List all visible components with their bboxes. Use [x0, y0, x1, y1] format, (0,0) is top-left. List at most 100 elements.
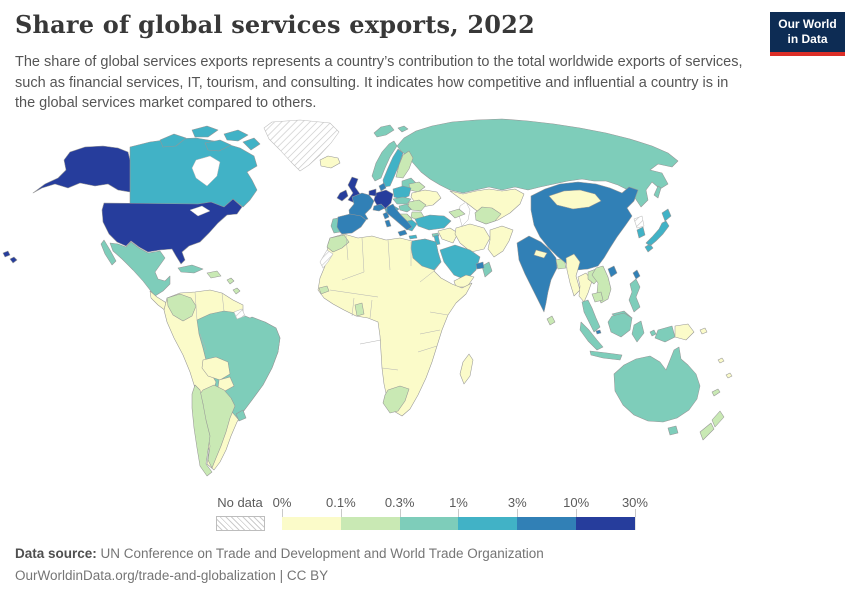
country-caribbean[interactable] [226, 277, 241, 295]
legend-tick-mark [282, 509, 283, 517]
country-norway[interactable] [371, 140, 398, 182]
country-romania[interactable] [407, 199, 427, 212]
country-taiwan[interactable] [632, 269, 641, 280]
legend-bin-10%-30%[interactable] [576, 517, 636, 530]
country-arctic-islands[interactable] [159, 125, 261, 152]
footer-license-link[interactable]: OurWorldinData.org/trade-and-globalizati… [15, 567, 329, 583]
country-afghanistan-pakistan[interactable] [487, 225, 514, 258]
country-colombia[interactable] [166, 293, 197, 322]
country-oman[interactable] [481, 261, 493, 278]
country-thailand[interactable] [577, 272, 593, 303]
legend-bin-0.1%-0.3%[interactable] [340, 517, 401, 530]
hudson-bay [191, 155, 221, 187]
country-uzbekistan[interactable] [474, 206, 502, 225]
legend-bin-3%-10%[interactable] [517, 517, 578, 530]
legend-bin-0.3%-1%[interactable] [399, 517, 460, 530]
country-india[interactable] [516, 235, 558, 313]
country-spain[interactable] [335, 213, 367, 235]
country-australia[interactable] [613, 346, 701, 436]
country-alaska[interactable] [32, 145, 131, 194]
country-iran[interactable] [454, 223, 491, 253]
country-kazakhstan[interactable] [449, 188, 525, 225]
country-papua-new-guinea[interactable] [674, 323, 708, 341]
map-legend: No data 0% 0.1% 0.3% 1% 3% 10% 30% [215, 494, 665, 534]
country-uae[interactable] [475, 261, 485, 270]
country-bolivia[interactable] [201, 356, 231, 381]
country-united-states[interactable] [101, 198, 243, 265]
country-cuba[interactable] [177, 264, 204, 274]
country-mongolia[interactable] [548, 189, 602, 210]
legend-tick-label: 1% [449, 495, 468, 510]
owid-logo-line1: Our World [778, 17, 837, 31]
country-cambodia[interactable] [591, 291, 604, 303]
country-south-africa[interactable] [382, 385, 410, 414]
footer-source-line: Data source: UN Conference on Trade and … [15, 543, 715, 565]
country-new-caledonia[interactable] [711, 388, 721, 397]
legend-tick-label: 0.3% [384, 495, 415, 510]
country-russia[interactable] [396, 118, 679, 208]
legend-no-data-swatch[interactable] [216, 516, 265, 531]
legend-bin-1%-3%[interactable] [458, 517, 519, 530]
country-chile[interactable] [191, 384, 213, 477]
country-hispaniola[interactable] [206, 270, 222, 279]
country-south-korea[interactable] [636, 226, 646, 239]
footer-source-text: UN Conference on Trade and Development a… [96, 546, 544, 561]
country-singapore[interactable] [595, 329, 602, 335]
country-morocco[interactable] [326, 234, 350, 253]
country-greenland[interactable] [263, 119, 340, 172]
country-turkey[interactable] [414, 214, 452, 231]
legend-tick-label: 0.1% [326, 495, 356, 510]
country-ireland[interactable] [336, 189, 349, 202]
country-czechia[interactable] [392, 196, 412, 205]
country-hong-kong[interactable] [607, 265, 618, 278]
page-title: Share of global services exports, 2022 [15, 10, 535, 39]
legend-tick-label: 30% [621, 495, 648, 510]
country-finland[interactable] [395, 150, 414, 179]
south-america-borders-decor [194, 291, 225, 351]
country-myanmar[interactable] [565, 253, 581, 297]
country-north-korea[interactable] [633, 215, 645, 229]
country-madagascar[interactable] [459, 353, 474, 385]
country-ghana[interactable] [354, 302, 365, 317]
country-sakhalin[interactable] [653, 185, 662, 199]
country-senegal[interactable] [318, 285, 330, 295]
country-nepal[interactable] [533, 249, 548, 259]
country-sri-lanka[interactable] [546, 315, 556, 326]
country-svalbard[interactable] [373, 124, 409, 138]
legend-bin-0%-0.1%[interactable] [282, 517, 342, 530]
country-western-sahara[interactable] [319, 249, 334, 269]
country-portugal[interactable] [330, 217, 341, 234]
page-subtitle: The share of global services exports rep… [15, 54, 743, 112]
country-caucasus[interactable] [448, 208, 466, 219]
country-mexico[interactable] [100, 239, 171, 297]
country-uruguay[interactable] [235, 409, 247, 422]
country-egypt[interactable] [410, 238, 442, 271]
country-syria-iraq[interactable] [437, 227, 459, 244]
country-sweden[interactable] [382, 148, 404, 188]
country-italy[interactable] [384, 203, 413, 237]
country-french-guiana[interactable] [233, 308, 246, 320]
country-indonesia[interactable] [579, 312, 676, 361]
footer-source-label: Data source: [15, 546, 97, 561]
country-vietnam[interactable] [591, 265, 612, 304]
country-new-zealand[interactable] [699, 410, 725, 441]
legend-tick-label: 3% [507, 495, 527, 510]
legend-tick-mark [340, 509, 342, 517]
country-pacific-islands[interactable] [717, 357, 733, 379]
legend-tick-mark [634, 509, 636, 517]
country-benelux[interactable] [368, 188, 377, 197]
country-saudi-arabia[interactable] [439, 244, 481, 281]
country-canada[interactable] [129, 137, 258, 209]
country-paraguay[interactable] [217, 376, 235, 392]
legend-tick-mark [458, 509, 460, 517]
country-denmark[interactable] [378, 182, 387, 192]
country-hawaii[interactable] [2, 250, 18, 264]
country-switzerland[interactable] [372, 203, 386, 212]
owid-logo[interactable]: Our World in Data [770, 12, 845, 56]
country-iceland[interactable] [319, 155, 341, 169]
country-japan[interactable] [644, 208, 672, 253]
country-germany[interactable] [373, 189, 394, 210]
country-poland[interactable] [392, 185, 412, 200]
country-philippines[interactable] [628, 278, 641, 313]
